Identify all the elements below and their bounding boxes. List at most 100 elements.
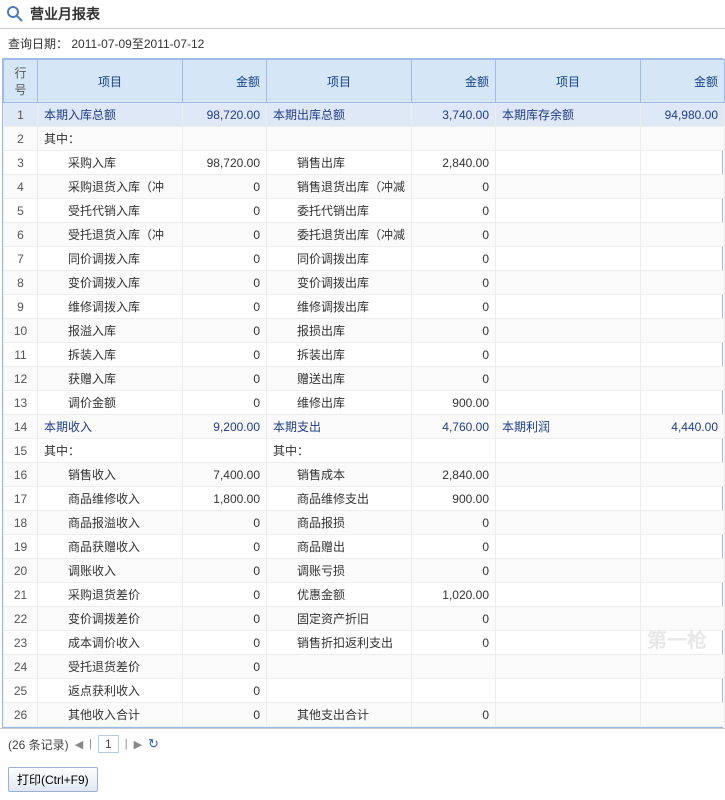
amount-cell xyxy=(412,679,496,703)
item-cell: 其中： xyxy=(267,439,412,463)
item-cell: 商品维修收入 xyxy=(38,487,183,511)
col-header[interactable]: 金额 xyxy=(412,60,496,103)
item-cell: 变价调拨出库 xyxy=(267,271,412,295)
amount-cell: 1,020.00 xyxy=(412,583,496,607)
col-header[interactable]: 项目 xyxy=(496,60,641,103)
item-cell: 报溢入库 xyxy=(38,319,183,343)
row-number: 15 xyxy=(4,439,38,463)
table-row: 17商品维修收入1,800.00商品维修支出900.00 xyxy=(4,487,725,511)
table-row: 22变价调拨差价0固定资产折旧0 xyxy=(4,607,725,631)
col-header[interactable]: 项目 xyxy=(38,60,183,103)
print-button[interactable]: 打印(Ctrl+F9) xyxy=(8,767,98,792)
amount-cell xyxy=(641,175,725,199)
item-cell: 受托退货入库（冲 xyxy=(38,223,183,247)
amount-cell xyxy=(641,559,725,583)
query-label: 查询日期： xyxy=(8,37,68,51)
col-header[interactable]: 行号 xyxy=(4,60,38,103)
item-cell: 优惠金额 xyxy=(267,583,412,607)
col-header[interactable]: 项目 xyxy=(267,60,412,103)
row-number: 11 xyxy=(4,343,38,367)
amount-cell: 900.00 xyxy=(412,487,496,511)
pager-refresh-icon[interactable]: ↻ xyxy=(148,736,159,752)
amount-cell: 0 xyxy=(412,631,496,655)
row-number: 18 xyxy=(4,511,38,535)
amount-cell: 0 xyxy=(183,319,267,343)
query-row: 查询日期： 2011-07-09至2011-07-12 xyxy=(0,29,725,58)
amount-cell: 0 xyxy=(183,583,267,607)
item-cell xyxy=(496,583,641,607)
row-number: 3 xyxy=(4,151,38,175)
table-header-row: 行号项目金额项目金额项目金额 xyxy=(4,60,725,103)
item-cell: 固定资产折旧 xyxy=(267,607,412,631)
amount-cell: 2,840.00 xyxy=(412,151,496,175)
amount-cell: 0 xyxy=(183,703,267,727)
pager: (26 条记录) ◀ | 1 | ▶ ↻ xyxy=(0,728,725,759)
item-cell: 销售收入 xyxy=(38,463,183,487)
item-cell: 返点获利收入 xyxy=(38,679,183,703)
amount-cell xyxy=(641,655,725,679)
item-cell xyxy=(496,295,641,319)
item-cell: 本期利润 xyxy=(496,415,641,439)
item-cell: 受托退货差价 xyxy=(38,655,183,679)
item-cell: 拆装出库 xyxy=(267,343,412,367)
pager-prev-bar[interactable]: | xyxy=(89,738,92,750)
item-cell xyxy=(267,127,412,151)
row-number: 7 xyxy=(4,247,38,271)
table-row: 6受托退货入库（冲0委托退货出库（冲减0 xyxy=(4,223,725,247)
amount-cell xyxy=(641,367,725,391)
row-number: 5 xyxy=(4,199,38,223)
row-number: 24 xyxy=(4,655,38,679)
table-row: 18商品报溢收入0商品报损0 xyxy=(4,511,725,535)
amount-cell xyxy=(641,703,725,727)
amount-cell: 4,440.00 xyxy=(641,415,725,439)
amount-cell: 0 xyxy=(183,343,267,367)
item-cell: 销售成本 xyxy=(267,463,412,487)
row-number: 21 xyxy=(4,583,38,607)
amount-cell: 7,400.00 xyxy=(183,463,267,487)
col-header[interactable]: 金额 xyxy=(641,60,725,103)
pager-next-bar[interactable]: | xyxy=(125,738,128,750)
amount-cell: 0 xyxy=(183,199,267,223)
item-cell: 赠送出库 xyxy=(267,367,412,391)
table-row: 11拆装入库0拆装出库0 xyxy=(4,343,725,367)
amount-cell: 0 xyxy=(412,343,496,367)
item-cell: 拆装入库 xyxy=(38,343,183,367)
item-cell: 成本调价收入 xyxy=(38,631,183,655)
item-cell: 变价调拨入库 xyxy=(38,271,183,295)
table-row: 2其中： xyxy=(4,127,725,151)
table-row: 5受托代销入库0委托代销出库0 xyxy=(4,199,725,223)
amount-cell: 0 xyxy=(412,223,496,247)
row-number: 26 xyxy=(4,703,38,727)
item-cell: 报损出库 xyxy=(267,319,412,343)
item-cell: 调账收入 xyxy=(38,559,183,583)
amount-cell: 0 xyxy=(183,175,267,199)
amount-cell xyxy=(183,439,267,463)
item-cell: 同价调拨出库 xyxy=(267,247,412,271)
item-cell: 委托退货出库（冲减 xyxy=(267,223,412,247)
item-cell: 本期入库总额 xyxy=(38,103,183,127)
col-header[interactable]: 金额 xyxy=(183,60,267,103)
item-cell xyxy=(496,271,641,295)
amount-cell: 0 xyxy=(183,511,267,535)
table-row: 14本期收入9,200.00本期支出4,760.00本期利润4,440.00 xyxy=(4,415,725,439)
amount-cell xyxy=(412,439,496,463)
item-cell xyxy=(496,223,641,247)
report-table: 行号项目金额项目金额项目金额 1本期入库总额98,720.00本期出库总额3,7… xyxy=(3,59,725,727)
item-cell xyxy=(496,439,641,463)
table-row: 4采购退货入库（冲0销售退货出库（冲减0 xyxy=(4,175,725,199)
item-cell xyxy=(496,463,641,487)
pager-next[interactable]: ▶ xyxy=(134,738,142,751)
pager-prev[interactable]: ◀ xyxy=(75,738,83,751)
item-cell xyxy=(496,655,641,679)
table-row: 9维修调拨入库0维修调拨出库0 xyxy=(4,295,725,319)
amount-cell: 0 xyxy=(183,271,267,295)
item-cell: 其中： xyxy=(38,127,183,151)
item-cell: 调账亏损 xyxy=(267,559,412,583)
amount-cell: 0 xyxy=(412,703,496,727)
amount-cell: 0 xyxy=(412,319,496,343)
amount-cell: 0 xyxy=(183,535,267,559)
amount-cell: 98,720.00 xyxy=(183,103,267,127)
row-number: 1 xyxy=(4,103,38,127)
amount-cell: 0 xyxy=(412,607,496,631)
item-cell: 本期库存余额 xyxy=(496,103,641,127)
